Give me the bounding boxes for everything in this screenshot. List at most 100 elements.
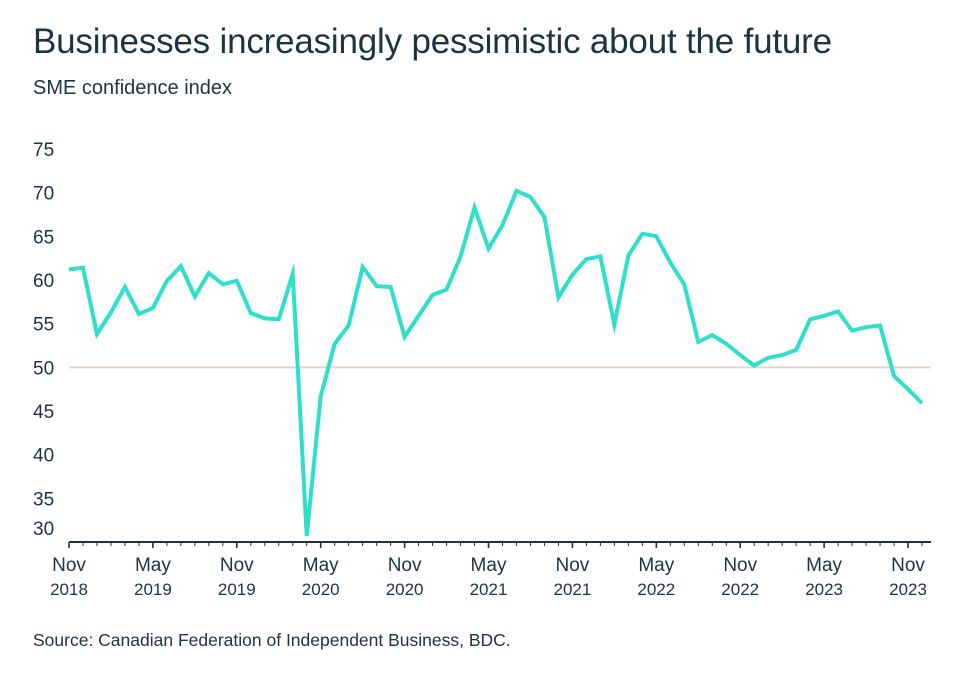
x-tick-year-label: 2020	[302, 580, 340, 599]
data-point	[277, 317, 281, 321]
data-point	[556, 295, 560, 299]
x-tick-month-label: Nov	[891, 555, 925, 576]
data-point	[710, 333, 714, 337]
data-point	[570, 273, 574, 277]
data-point	[822, 314, 826, 318]
data-point	[626, 254, 630, 258]
y-tick-label: 60	[33, 271, 54, 292]
y-tick-label: 50	[33, 358, 54, 379]
x-tick-year-label: 2019	[218, 580, 256, 599]
data-point	[459, 254, 463, 258]
data-point	[500, 223, 504, 227]
x-tick-month-label: May	[806, 555, 842, 576]
y-tick-label: 70	[33, 184, 54, 205]
x-tick-year-label: 2021	[553, 580, 591, 599]
line-chart: 75 70 65 60 55 50 45 40 35 30 Nov 2018 May 2019 Nov 20…	[33, 140, 931, 599]
x-tick-month-label: Nov	[52, 555, 86, 576]
data-point	[137, 312, 141, 316]
x-tick-month-label: May	[135, 555, 171, 576]
y-tick-label: 35	[33, 489, 54, 510]
data-point	[514, 189, 518, 193]
data-point	[165, 279, 169, 283]
x-tick-month-label: Nov	[388, 555, 422, 576]
data-point	[738, 353, 742, 357]
x-tick-year-label: 2022	[637, 580, 675, 599]
data-point	[291, 272, 295, 276]
data-point	[95, 332, 99, 336]
data-point	[263, 316, 267, 320]
chart-source-note: Source: Canadian Federation of Independe…	[33, 630, 511, 650]
data-point	[151, 306, 155, 310]
data-point	[528, 195, 532, 199]
data-point	[347, 323, 351, 327]
data-point	[109, 310, 113, 314]
x-tick-month-label: Nov	[723, 555, 757, 576]
x-tick-year-label: 2021	[470, 580, 508, 599]
data-point	[207, 271, 211, 275]
data-point	[892, 374, 896, 378]
data-point	[221, 282, 225, 286]
x-tick-month-label: Nov	[556, 555, 590, 576]
data-point	[612, 323, 616, 327]
data-point	[850, 329, 854, 333]
data-point	[724, 342, 728, 346]
x-tick-year-label: 2019	[134, 580, 172, 599]
data-point	[682, 282, 686, 286]
data-point	[487, 247, 491, 251]
data-point	[403, 335, 407, 339]
data-point	[375, 284, 379, 288]
data-point	[193, 295, 197, 299]
y-axis-ticks: 75 70 65 60 55 50 45 40 35 30	[33, 140, 54, 540]
data-point	[780, 353, 784, 357]
x-tick-year-label: 2023	[889, 580, 927, 599]
data-point	[878, 323, 882, 327]
data-point	[361, 265, 365, 269]
data-point	[864, 325, 868, 329]
series-line-sme-confidence	[68, 188, 924, 537]
data-point	[598, 254, 602, 258]
data-point	[584, 257, 588, 261]
data-point	[67, 268, 71, 272]
data-point	[766, 356, 770, 360]
y-tick-label: 65	[33, 227, 54, 248]
x-tick-month-label: May	[303, 555, 339, 576]
y-tick-label: 40	[33, 446, 54, 467]
y-tick-label: 30	[33, 519, 54, 540]
data-point	[808, 317, 812, 321]
data-point	[235, 279, 239, 283]
data-point	[389, 285, 393, 289]
x-tick-month-label: Nov	[220, 555, 254, 576]
data-point	[836, 309, 840, 313]
x-tick-year-label: 2020	[386, 580, 424, 599]
y-tick-label: 75	[33, 140, 54, 161]
data-point	[305, 534, 309, 538]
data-point	[542, 215, 546, 219]
data-point	[654, 234, 658, 238]
x-tick-year-label: 2018	[50, 580, 88, 599]
data-points	[67, 189, 924, 538]
data-point	[431, 293, 435, 297]
data-point	[319, 394, 323, 398]
data-point	[417, 314, 421, 318]
data-point	[696, 340, 700, 344]
data-point	[249, 311, 253, 315]
x-axis-ticks: Nov 2018 May 2019 Nov 2019 May 2020 Nov 2020 May 20…	[50, 542, 927, 599]
x-tick-month-label: May	[471, 555, 507, 576]
data-point	[445, 288, 449, 292]
data-point	[794, 348, 798, 352]
x-tick-year-label: 2023	[805, 580, 843, 599]
data-point	[179, 264, 183, 268]
data-point	[333, 342, 337, 346]
data-point	[640, 232, 644, 236]
chart-title: Businesses increasingly pessimistic abou…	[33, 22, 832, 61]
x-tick-month-label: May	[638, 555, 674, 576]
data-point	[473, 206, 477, 210]
data-point	[906, 387, 910, 391]
y-tick-label: 55	[33, 315, 54, 336]
y-tick-label: 45	[33, 402, 54, 423]
x-tick-year-label: 2022	[721, 580, 759, 599]
data-point	[920, 401, 924, 405]
data-point	[123, 285, 127, 289]
chart-subtitle: SME confidence index	[33, 77, 233, 99]
data-point	[752, 364, 756, 368]
